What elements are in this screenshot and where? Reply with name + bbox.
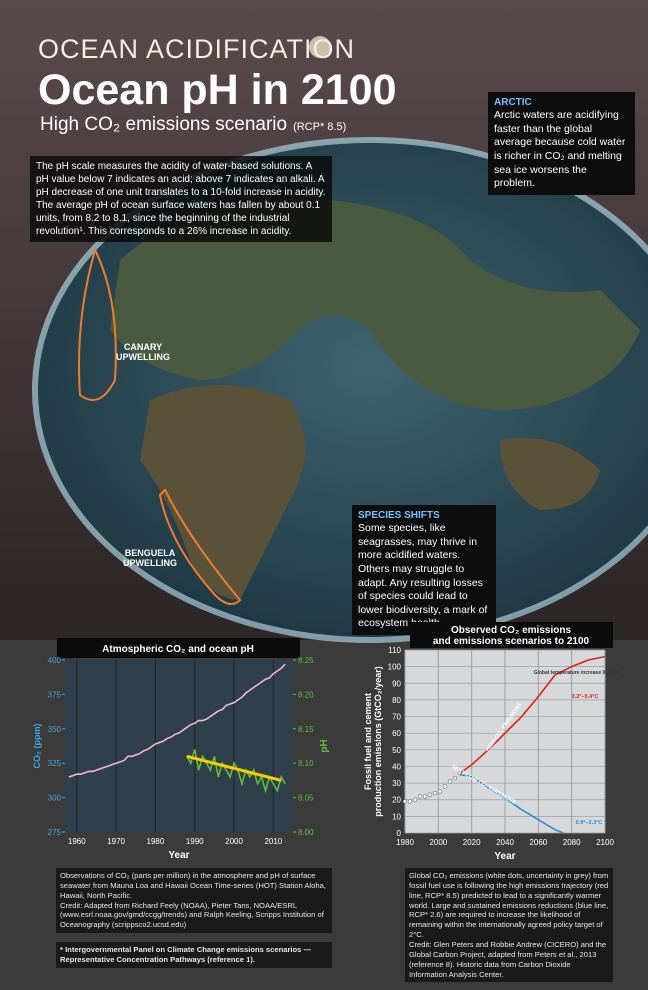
y-axis-label: production emissions (GtCO₂/year) (373, 666, 383, 817)
data-point (442, 784, 448, 789)
y-axis-label: Fossil fuel and cement (363, 693, 373, 790)
data-point (447, 779, 453, 784)
series-line (459, 773, 564, 834)
data-point (417, 794, 423, 799)
x-tick-label: 1980 (396, 838, 414, 847)
y-tick-label: 30 (392, 779, 401, 788)
y2-axis-label: pH (319, 739, 330, 752)
intro-body: The pH scale measures the acidity of wat… (36, 161, 326, 237)
subtitle-text: High CO₂ emissions scenario (40, 114, 288, 135)
globe-icon (309, 36, 331, 58)
data-point (432, 790, 438, 796)
y2-tick-label: 8.10 (298, 759, 314, 768)
series-line (186, 754, 282, 782)
intro-box: The pH scale measures the acidity of wat… (30, 156, 332, 242)
arctic-body: Arctic waters are acidifying faster than… (494, 109, 626, 190)
title-bar (57, 638, 300, 658)
species-body: Some species, like seagrasses, may thriv… (358, 522, 488, 630)
y-tick-label: 40 (392, 762, 401, 771)
data-point (412, 797, 418, 802)
kicker: OCEAN ACIDIFICATION (38, 34, 356, 64)
y-tick-label: 0 (397, 829, 402, 838)
caption-right-credit: Credit: Glen Peters and Robbie Andrew (C… (409, 940, 607, 979)
y-tick-label: 325 (48, 759, 62, 768)
subtitle-note: (RCP* 8.5) (293, 121, 347, 133)
y-tick-label: 60 (392, 729, 401, 738)
y2-tick-label: 8.00 (298, 828, 314, 837)
subtitle: High CO₂ emissions scenario (RCP* 8.5) (40, 114, 346, 136)
y2-tick-label: 8.20 (298, 690, 314, 699)
footnote: * Intergovernmental Panel on Climate Cha… (56, 942, 332, 968)
annotation: Global temperature increase likely by 21… (534, 670, 620, 676)
y2-tick-label: 8.25 (298, 656, 314, 665)
y-tick-label: 50 (392, 746, 401, 755)
x-tick-label: 2010 (264, 837, 282, 846)
data-point (427, 792, 433, 797)
data-point (452, 775, 458, 781)
y-tick-label: 400 (48, 656, 62, 665)
y-tick-label: 80 (392, 696, 401, 705)
x-tick-label: 2000 (225, 837, 243, 846)
caption-left-text: Observations of CO₂ (parts per million) … (60, 871, 326, 900)
title: Ocean pH in 2100 (38, 66, 397, 114)
y2-tick-label: 8.15 (298, 725, 314, 734)
caption-left: Observations of CO₂ (parts per million) … (56, 868, 332, 934)
caption-right-text: Global CO₂ emissions (white dots, uncert… (409, 871, 609, 940)
x-tick-label: 2060 (529, 838, 547, 847)
y-tick-label: 70 (392, 713, 401, 722)
y-tick-label: 100 (388, 663, 402, 672)
data-point (437, 789, 443, 794)
species-box: SPECIES SHIFTS Some species, like seagras… (352, 505, 496, 636)
benguela-outline (158, 488, 242, 605)
canary-label: CANARY UPWELLING (116, 342, 170, 362)
y-tick-label: 20 (392, 796, 401, 805)
arctic-heading: ARCTIC (494, 97, 532, 108)
land-africa (140, 385, 305, 600)
annotation: 3.2°–5.4°C (572, 694, 599, 700)
land-eurasia (110, 198, 640, 410)
y-tick-label: 300 (48, 794, 62, 803)
x-tick-label: 2000 (429, 838, 447, 847)
series-line (68, 663, 286, 778)
canary-outline (78, 247, 117, 401)
title-bar (410, 622, 613, 648)
data-point (407, 799, 413, 804)
y-axis-label: CO₂ (ppm) (32, 724, 42, 769)
data-point (402, 799, 408, 804)
x-tick-label: 1980 (147, 837, 165, 846)
data-point (422, 794, 428, 799)
annotation: 0.9°–2.3°C (576, 820, 603, 826)
species-heading: SPECIES SHIFTS (358, 510, 440, 521)
caption-left-credit: Credit: Adapted from Richard Feely (NOAA… (60, 900, 324, 930)
plot-area (65, 660, 293, 832)
y-tick-label: 10 (392, 812, 401, 821)
chart-title: Observed CO₂ emissions (451, 625, 571, 636)
x-tick-label: 2020 (463, 838, 481, 847)
x-tick-label: 2080 (563, 838, 581, 847)
y-tick-label: 110 (388, 646, 401, 655)
series-line (186, 749, 286, 794)
y2-tick-label: 8.05 (298, 794, 314, 803)
y-tick-label: 90 (392, 679, 401, 688)
y-tick-label: 375 (48, 690, 62, 699)
co2-ph-chart: Atmospheric CO₂ and ocean pH 1960 1970 1980… (32, 638, 330, 861)
benguela-label: BENGUELA UPWELLING (123, 548, 177, 568)
y-tick-label: 275 (48, 828, 62, 837)
chart-title: and emissions scenarios to 2100 (433, 636, 590, 647)
x-axis-label: Year (168, 850, 189, 861)
y-tick-label: 350 (48, 725, 62, 734)
caption-right: Global CO₂ emissions (white dots, uncert… (405, 868, 613, 983)
land-australia (500, 438, 600, 510)
x-tick-label: 2100 (596, 838, 614, 847)
x-tick-label: 1960 (68, 837, 86, 846)
x-tick-label: 1990 (186, 837, 204, 846)
x-tick-label: 1970 (107, 837, 125, 846)
x-axis-label: Year (494, 851, 515, 862)
chart-title: Atmospheric CO₂ and ocean pH (102, 644, 254, 655)
x-tick-label: 2040 (496, 838, 514, 847)
series-line (459, 655, 606, 774)
arctic-box: ARCTIC Arctic waters are acidifying faste… (488, 92, 635, 195)
